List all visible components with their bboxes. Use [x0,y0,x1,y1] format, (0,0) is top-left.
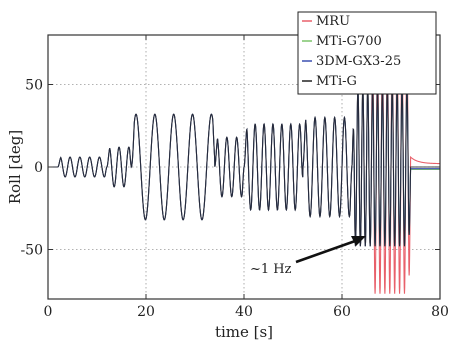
annotation-1hz: ~1 Hz [250,236,366,277]
series-layer [48,40,440,294]
legend-label-3dm-gx3-25: 3DM-GX3-25 [316,54,401,69]
x-tick-label-1: 20 [137,304,155,320]
legend-box [297,11,437,95]
legend: MRU MTi-G700 3DM-GX3-25 MTi-G [297,11,437,95]
legend-label-mti-g: MTi-G [316,74,357,89]
x-tick-label-4: 80 [431,304,449,320]
annotation-arrow-line [295,238,359,264]
series-line-mti-g [48,87,440,247]
annotation-arrowhead [351,236,366,246]
x-tick-label-2: 40 [235,304,253,320]
legend-label-mti-g700: MTi-G700 [316,34,382,49]
y-tick-label-0: -50 [20,243,43,259]
annotation-label: ~1 Hz [250,262,292,277]
x-axis-title: time [s] [215,323,273,341]
y-axis-title: Roll [deg] [6,130,24,204]
y-tick-label-2: 50 [25,78,43,94]
x-tick-label-3: 60 [333,304,351,320]
x-tick-label-0: 0 [44,304,53,320]
legend-label-mru: MRU [316,14,350,29]
y-tick-label-1: 0 [34,160,43,176]
axis-ticks: 0 20 40 60 80 -50 0 50 [20,35,449,320]
